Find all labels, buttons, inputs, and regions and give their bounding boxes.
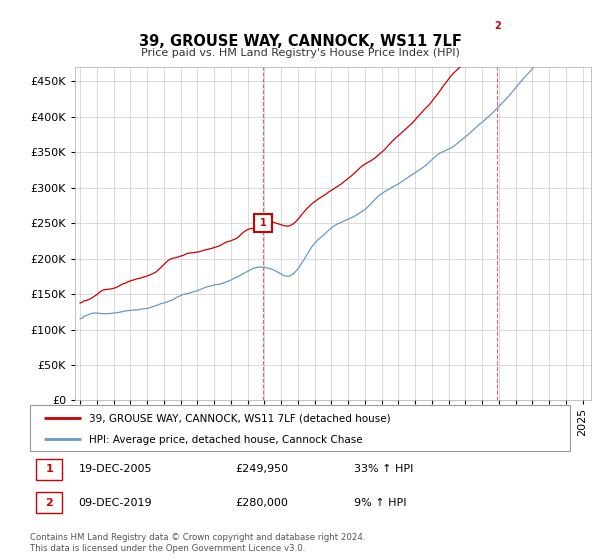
Text: 33% ↑ HPI: 33% ↑ HPI [354, 464, 413, 474]
Text: 9% ↑ HPI: 9% ↑ HPI [354, 498, 407, 507]
Text: 1: 1 [46, 464, 53, 474]
Text: Contains HM Land Registry data © Crown copyright and database right 2024.
This d: Contains HM Land Registry data © Crown c… [30, 533, 365, 553]
Text: 39, GROUSE WAY, CANNOCK, WS11 7LF: 39, GROUSE WAY, CANNOCK, WS11 7LF [139, 34, 461, 49]
Text: Price paid vs. HM Land Registry's House Price Index (HPI): Price paid vs. HM Land Registry's House … [140, 48, 460, 58]
Text: 09-DEC-2019: 09-DEC-2019 [79, 498, 152, 507]
Text: 2: 2 [494, 21, 501, 31]
Text: £280,000: £280,000 [235, 498, 288, 507]
Bar [37, 492, 62, 513]
Text: 19-DEC-2005: 19-DEC-2005 [79, 464, 152, 474]
Text: 2: 2 [46, 498, 53, 507]
Text: 1: 1 [260, 218, 266, 228]
Text: 39, GROUSE WAY, CANNOCK, WS11 7LF (detached house): 39, GROUSE WAY, CANNOCK, WS11 7LF (detac… [89, 414, 391, 424]
Bar [37, 459, 62, 479]
Text: HPI: Average price, detached house, Cannock Chase: HPI: Average price, detached house, Cann… [89, 435, 363, 445]
Text: £249,950: £249,950 [235, 464, 289, 474]
